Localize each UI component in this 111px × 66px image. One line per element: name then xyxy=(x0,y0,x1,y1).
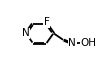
Text: N: N xyxy=(68,38,76,49)
Text: N: N xyxy=(22,28,29,38)
Text: F: F xyxy=(44,17,50,27)
Text: OH: OH xyxy=(81,38,97,49)
